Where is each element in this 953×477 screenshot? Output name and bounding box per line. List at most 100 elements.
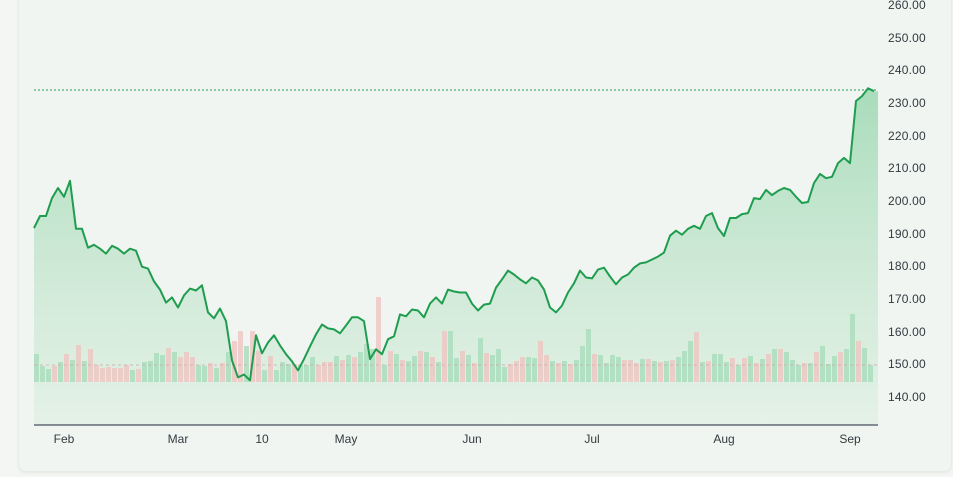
volume-bar: [688, 341, 693, 382]
volume-bar: [268, 356, 273, 382]
volume-bar: [130, 370, 135, 382]
y-tick-label: 140.00: [888, 390, 926, 405]
price-line: [33, 87, 875, 382]
volume-bar: [52, 366, 57, 382]
volume-bar: [196, 365, 201, 382]
volume-bar: [532, 358, 537, 382]
volume-bar: [262, 370, 267, 382]
volume-bar: [802, 363, 807, 382]
volume-bar: [562, 361, 567, 382]
volume-bar: [766, 354, 771, 382]
volume-bar: [574, 360, 579, 382]
volume-bar: [280, 362, 285, 382]
volume-bar: [442, 331, 447, 382]
volume-bar: [502, 367, 507, 382]
volume-bar: [868, 365, 873, 382]
y-tick-label: 240.00: [888, 63, 926, 78]
volume-bar: [208, 363, 213, 382]
volume-bar: [226, 352, 231, 382]
volume-bar: [736, 365, 741, 382]
x-tick-label: May: [334, 432, 358, 446]
volume-bar: [598, 355, 603, 382]
volume-bar: [418, 351, 423, 382]
volume-bar: [352, 357, 357, 382]
volume-bar: [436, 362, 441, 382]
x-tick-label: Mar: [167, 432, 189, 446]
volume-bar: [430, 357, 435, 382]
volume-bar: [472, 363, 477, 382]
volume-bar: [100, 368, 105, 382]
y-tick-label: 220.00: [888, 128, 926, 143]
volume-bar: [790, 360, 795, 382]
volume-bar: [652, 361, 657, 382]
volume-bar: [748, 356, 753, 382]
volume-bar: [148, 361, 153, 382]
volume-bar: [394, 354, 399, 382]
volume-bar: [448, 331, 453, 382]
price-area-fill: [34, 88, 878, 426]
volume-bar: [538, 341, 543, 382]
volume-bar: [424, 352, 429, 382]
volume-bar: [676, 357, 681, 382]
volume-bar: [160, 355, 165, 382]
volume-bar: [88, 349, 93, 382]
x-tick-label: Jul: [584, 432, 600, 446]
volume-bar: [220, 363, 225, 382]
volume-bar: [646, 359, 651, 382]
volume-bar: [556, 363, 561, 382]
volume-bar: [724, 362, 729, 382]
volume-bar: [292, 364, 297, 382]
volume-bar: [118, 368, 123, 382]
volume-bar: [616, 357, 621, 382]
volume-bar: [694, 332, 699, 382]
volume-bar: [490, 355, 495, 382]
volume-bar: [298, 365, 303, 382]
volume-bar: [94, 365, 99, 382]
volume-bar: [142, 362, 147, 382]
volume-bar: [622, 360, 627, 382]
volume-bar: [814, 352, 819, 382]
volume-bar: [340, 360, 345, 382]
volume-bar: [628, 360, 633, 382]
volume-bar: [304, 365, 309, 382]
volume-bar: [820, 346, 825, 382]
volume-bar: [586, 329, 591, 382]
y-tick-label: 250.00: [888, 30, 926, 45]
volume-bar: [202, 366, 207, 382]
volume-bar: [346, 355, 351, 382]
volume-bar: [34, 354, 39, 382]
volume-bar: [70, 360, 75, 382]
x-tick-label: Feb: [53, 432, 75, 446]
volume-bar: [580, 346, 585, 382]
volume-bar: [406, 361, 411, 382]
volume-bar: [274, 370, 279, 382]
volume-bar: [484, 353, 489, 382]
volume-bar: [136, 369, 141, 382]
volume-bar: [244, 346, 249, 382]
volume-bar: [154, 353, 159, 382]
y-tick-label: 160.00: [888, 324, 926, 339]
volume-bar: [460, 351, 465, 382]
volume-bar: [550, 361, 555, 382]
x-tick-label: Jun: [462, 432, 482, 446]
volume-bar: [178, 357, 183, 382]
volume-bar: [592, 354, 597, 382]
volume-bar: [388, 351, 393, 382]
volume-bar: [310, 357, 315, 382]
volume-bar: [238, 331, 243, 382]
volume-bar: [316, 365, 321, 382]
volume-bar: [76, 345, 81, 382]
volume-bar: [508, 364, 513, 382]
volume-bar: [112, 368, 117, 382]
volume-bar: [400, 360, 405, 382]
volume-bar: [496, 349, 501, 382]
y-tick-label: 200.00: [888, 194, 926, 209]
x-tick-label: Aug: [713, 432, 735, 446]
volume-bar: [64, 354, 69, 382]
y-tick-label: 230.00: [888, 96, 926, 110]
volume-bar: [742, 358, 747, 382]
volume-bar: [214, 368, 219, 382]
volume-bar: [46, 369, 51, 382]
volume-bar: [664, 361, 669, 382]
